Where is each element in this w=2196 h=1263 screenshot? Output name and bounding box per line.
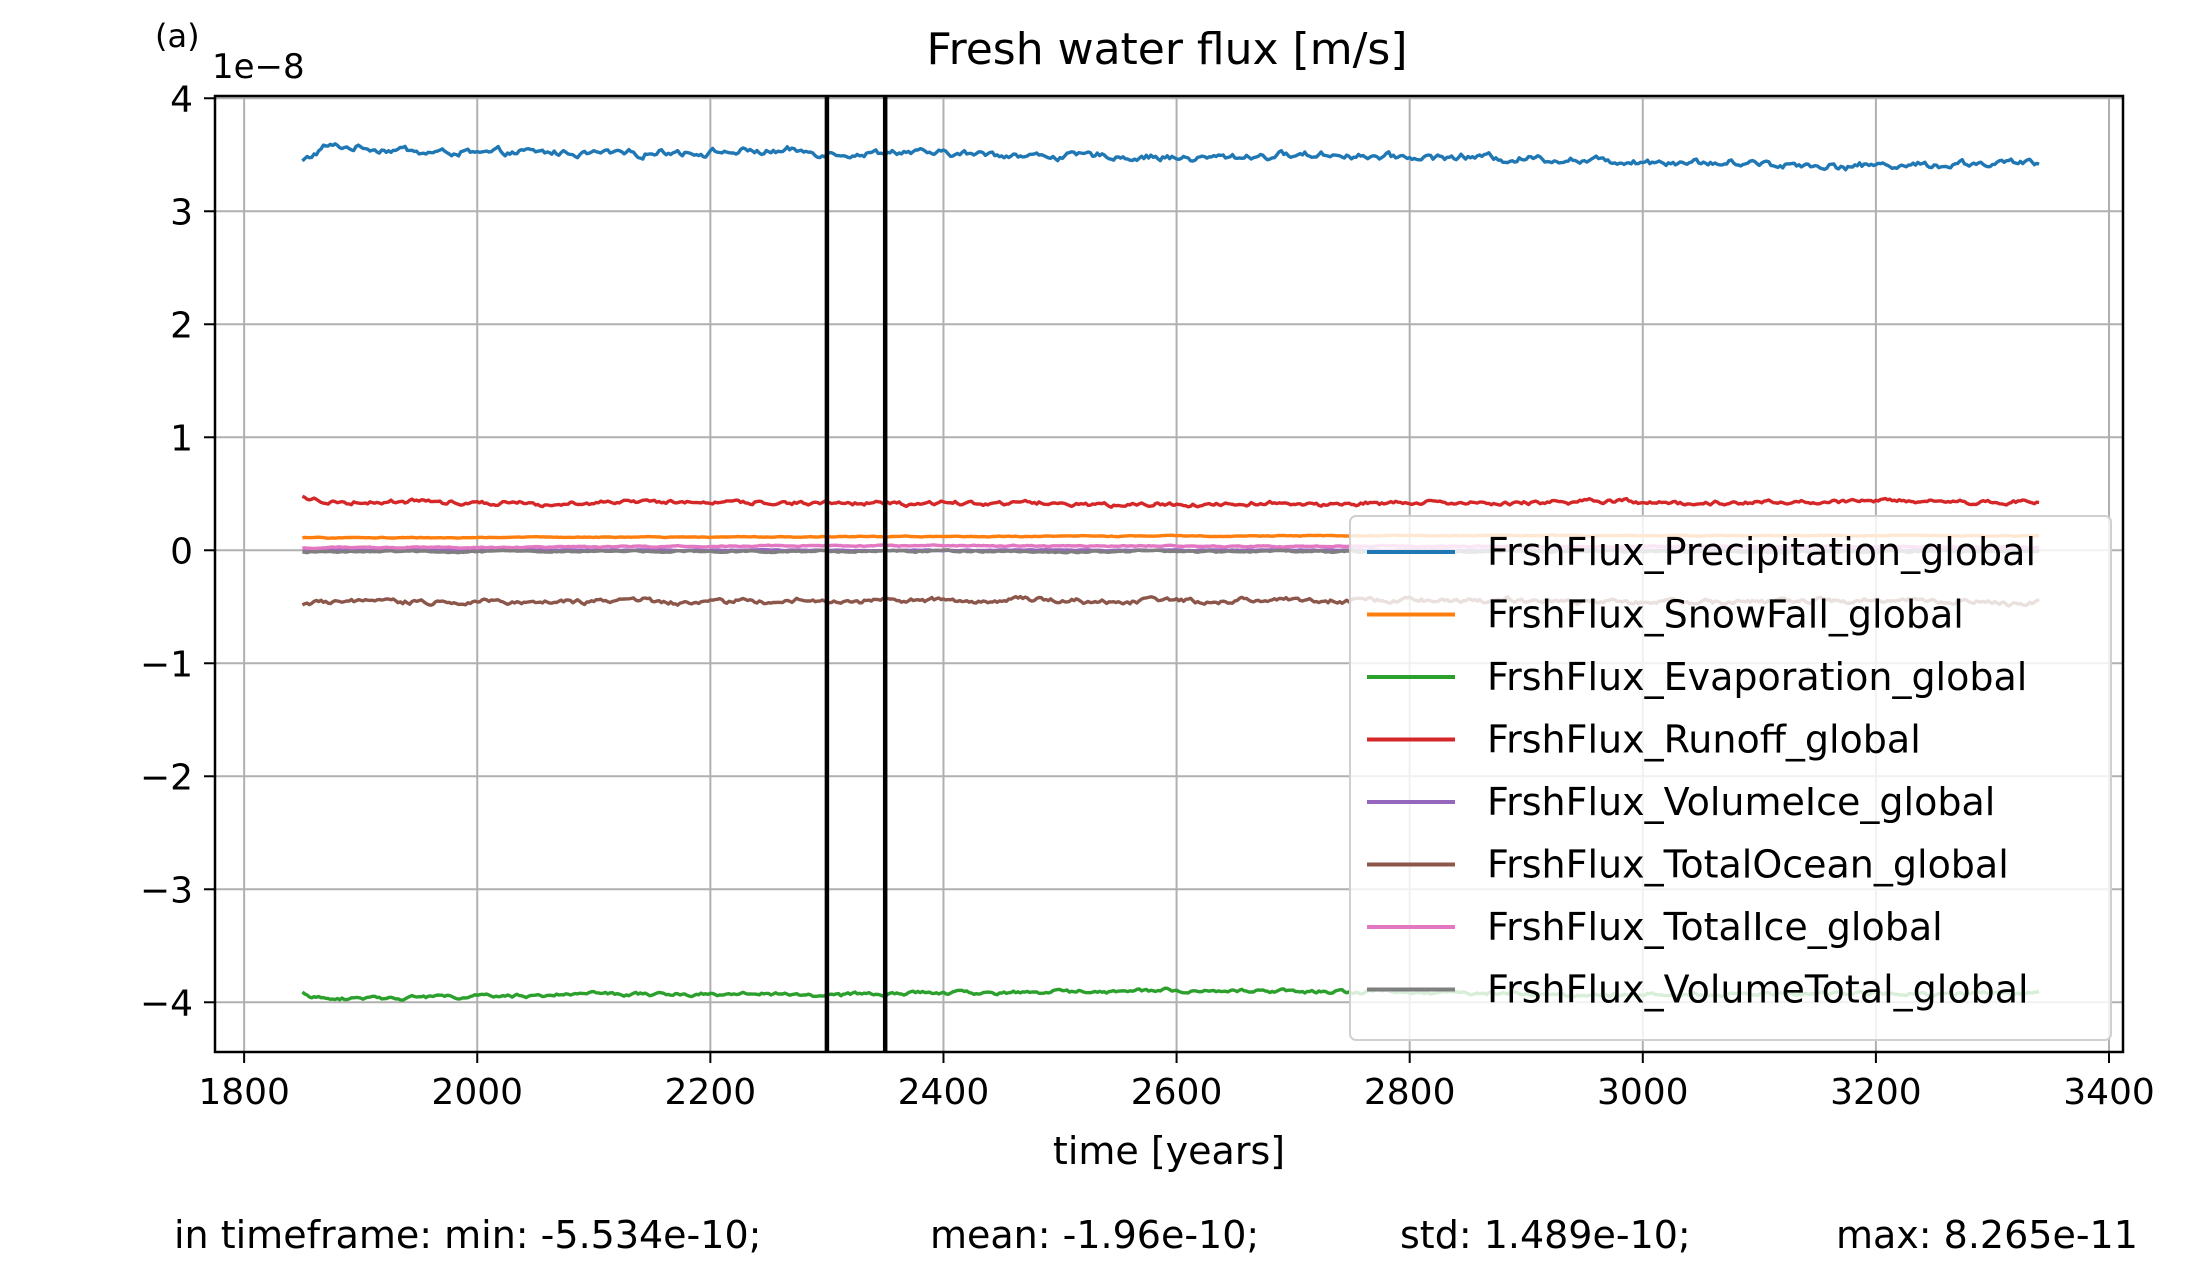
y-tick-label: −4 xyxy=(140,983,193,1024)
y-tick-label: −1 xyxy=(140,644,193,685)
footer-max: max: 8.265e-11 xyxy=(1836,1213,2138,1257)
footer-min: in timeframe: min: -5.534e-10; xyxy=(174,1213,761,1257)
x-tick-label: 2000 xyxy=(431,1072,523,1113)
x-tick-label: 3200 xyxy=(1830,1072,1922,1113)
x-tick-label: 2200 xyxy=(665,1072,757,1113)
legend-label: FrshFlux_Evaporation_global xyxy=(1487,655,2027,699)
axis-ticks: 1800 2000 2200 2400 2600 2800 3000 3200 3400 −4 −3… xyxy=(140,79,2155,1113)
y-tick-label: 4 xyxy=(170,79,193,120)
x-tick-label: 2600 xyxy=(1131,1072,1223,1113)
legend: FrshFlux_Precipitation_global FrshFlux_Sn… xyxy=(1349,515,2112,1041)
panel-label: (a) xyxy=(155,17,200,55)
x-tick-label: 3000 xyxy=(1597,1072,1689,1113)
footer-std: std: 1.489e-10; xyxy=(1400,1213,1691,1257)
reference-lines xyxy=(824,96,888,1052)
footer-mean: mean: -1.96e-10; xyxy=(930,1213,1259,1257)
y-tick-label: −2 xyxy=(140,757,193,798)
legend-label: FrshFlux_VolumeIce_global xyxy=(1487,780,1995,824)
x-tick-label: 1800 xyxy=(198,1072,290,1113)
legend-label: FrshFlux_SnowFall_global xyxy=(1487,593,1964,637)
y-tick-label: 2 xyxy=(170,305,193,346)
y-tick-label: 3 xyxy=(170,192,193,233)
x-axis-label: time [years] xyxy=(1053,1129,1285,1173)
axes-frame xyxy=(213,94,2125,1054)
y-tick-label: −3 xyxy=(140,870,193,911)
y-tick-label: 1 xyxy=(170,418,193,459)
legend-label: FrshFlux_TotalIce_global xyxy=(1487,905,1943,949)
legend-box xyxy=(1349,515,2112,1041)
legend-label: FrshFlux_Runoff_global xyxy=(1487,718,1921,762)
legend-label: FrshFlux_VolumeTotal_global xyxy=(1487,968,2029,1012)
y-tick-label: 0 xyxy=(170,531,193,572)
x-tick-label: 3400 xyxy=(2063,1072,2155,1113)
x-tick-label: 2800 xyxy=(1364,1072,1456,1113)
series-line xyxy=(301,494,2040,509)
legend-label: FrshFlux_Precipitation_global xyxy=(1487,530,2036,574)
y-scale-label: 1e−8 xyxy=(212,47,305,87)
series-line xyxy=(301,142,2040,172)
chart-title: Fresh water flux [m/s] xyxy=(926,24,1407,75)
legend-label: FrshFlux_TotalOcean_global xyxy=(1487,843,2009,887)
x-tick-label: 2400 xyxy=(898,1072,990,1113)
